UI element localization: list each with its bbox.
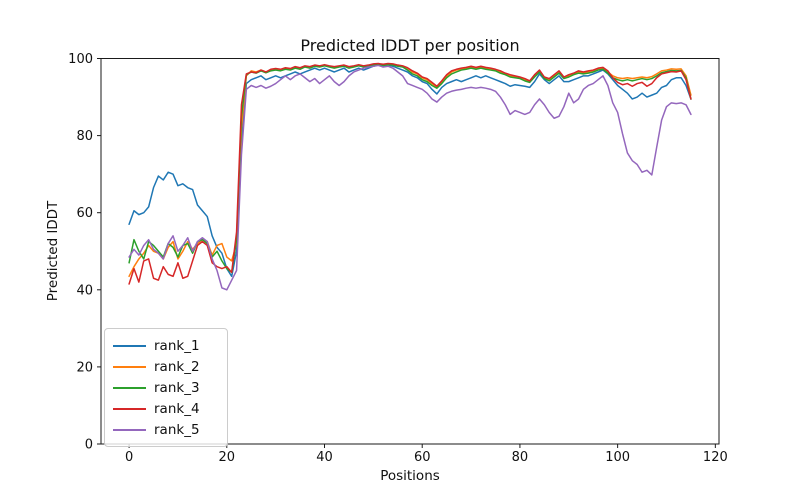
legend-line-sample [113,386,146,389]
legend-label: rank_2 [154,358,200,375]
legend-label: rank_1 [154,337,200,354]
series-line-rank_1 [128,64,692,278]
y-tick-label: 40 [76,283,93,298]
y-tick-label: 100 [68,52,93,67]
legend-label: rank_4 [154,400,200,417]
axes-spines [100,58,720,445]
y-tick-label: 0 [85,438,93,453]
series-line-rank_4 [128,62,692,285]
legend-item-rank-5: rank_5 [113,419,217,440]
legend-item-rank-1: rank_1 [113,335,217,356]
series-line-rank_5 [128,64,692,291]
x-tick-label: 0 [125,450,133,465]
x-tick-label: 40 [316,450,333,465]
series-line-rank_2 [128,63,692,278]
x-tick-label: 120 [703,450,728,465]
x-axis-label: Positions [380,468,440,484]
legend: rank_1 rank_2 rank_3 rank_4 rank_5 [104,328,228,447]
series-line-rank_3 [128,63,692,274]
x-tick-label: 20 [219,450,236,465]
legend-label: rank_3 [154,379,200,396]
legend-line-sample [113,365,146,368]
y-tick-label: 20 [76,360,93,375]
x-tick-label: 60 [414,450,431,465]
y-tick-label: 80 [76,129,93,144]
x-tick-label: 80 [512,450,529,465]
legend-line-sample [113,407,146,410]
legend-line-sample [113,428,146,431]
x-tick-label: 100 [605,450,630,465]
legend-line-sample [113,344,146,347]
legend-label: rank_5 [154,421,200,438]
chart-title: Predicted lDDT per position [300,36,520,55]
legend-item-rank-2: rank_2 [113,356,217,377]
y-axis-label: Predicted lDDT [45,200,61,302]
legend-item-rank-4: rank_4 [113,398,217,419]
legend-item-rank-3: rank_3 [113,377,217,398]
y-tick-label: 60 [76,206,93,221]
